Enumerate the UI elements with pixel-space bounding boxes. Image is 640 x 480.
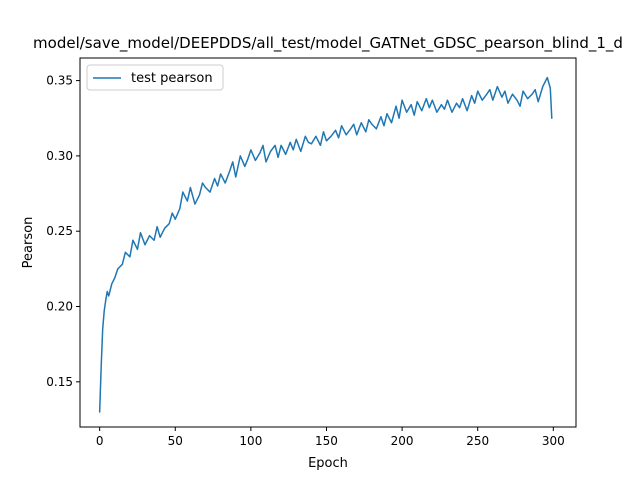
x-tick-label: 50 [168,434,183,448]
x-tick-label: 0 [96,434,104,448]
x-axis: 0 50 100 150 200 250 300 [96,427,565,448]
y-tick-label: 0.15 [46,375,73,389]
x-tick-label: 200 [391,434,414,448]
y-tick-label: 0.35 [46,74,73,88]
y-tick-label: 0.30 [46,149,73,163]
x-axis-label: Epoch [308,456,348,471]
y-axis: 0.15 0.20 0.25 0.30 0.35 [46,74,80,389]
legend: test pearson [86,64,224,91]
legend-label: test pearson [131,71,213,86]
y-axis-label: Pearson [21,217,36,269]
chart-title: model/save_model/DEEPDDS/all_test/model_… [33,34,623,53]
y-tick-label: 0.20 [46,300,73,314]
legend-box [86,64,224,91]
plot-frame [79,57,577,428]
x-tick-label: 250 [466,434,489,448]
series-layer [98,76,553,413]
x-tick-label: 150 [315,434,338,448]
series-line-0 [98,76,553,413]
x-tick-label: 300 [542,434,565,448]
y-tick-label: 0.25 [46,224,73,238]
x-tick-label: 100 [239,434,262,448]
